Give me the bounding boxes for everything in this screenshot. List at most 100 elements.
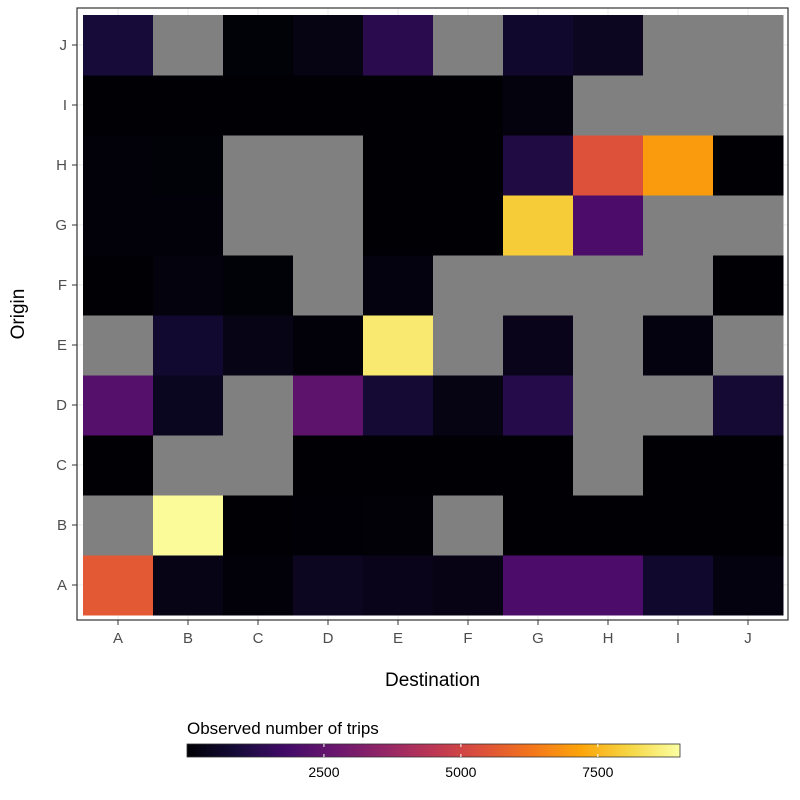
tile-D-A [83, 375, 154, 436]
tile-J-I [643, 15, 714, 76]
tile-I-H [573, 75, 644, 136]
y-tick-label-A: A [57, 577, 67, 594]
tile-H-H [573, 135, 644, 196]
tile-F-D [293, 255, 364, 316]
tile-F-A [83, 255, 154, 316]
tile-F-F [433, 255, 504, 316]
tile-E-J [713, 315, 784, 376]
tile-J-D [293, 15, 364, 76]
tile-B-F [433, 495, 504, 556]
tile-C-C [223, 435, 294, 496]
tile-I-E [363, 75, 434, 136]
x-tick-label-B: B [183, 630, 193, 647]
tile-G-I [643, 195, 714, 256]
tile-H-E [363, 135, 434, 196]
y-tick-label-C: C [56, 457, 67, 474]
tile-F-I [643, 255, 714, 316]
tile-C-B [153, 435, 224, 496]
tile-H-J [713, 135, 784, 196]
tile-B-G [503, 495, 574, 556]
tile-D-C [223, 375, 294, 436]
tile-G-E [363, 195, 434, 256]
tile-H-I [643, 135, 714, 196]
tile-I-C [223, 75, 294, 136]
tile-E-E [363, 315, 434, 376]
tile-D-F [433, 375, 504, 436]
tile-I-A [83, 75, 154, 136]
x-tick-label-A: A [113, 630, 123, 647]
tile-D-E [363, 375, 434, 436]
tile-A-E [363, 555, 434, 616]
tile-G-J [713, 195, 784, 256]
legend-tick-label: 2500 [308, 764, 339, 780]
tile-D-J [713, 375, 784, 436]
tile-E-C [223, 315, 294, 376]
tile-C-J [713, 435, 784, 496]
tile-I-B [153, 75, 224, 136]
tile-I-F [433, 75, 504, 136]
tile-F-E [363, 255, 434, 316]
legend-title: Observed number of trips [187, 719, 379, 738]
tile-E-D [293, 315, 364, 376]
tile-C-E [363, 435, 434, 496]
x-tick-label-E: E [393, 630, 403, 647]
x-axis: A B C D E F G H I J [113, 620, 752, 647]
tile-C-A [83, 435, 154, 496]
tile-G-G [503, 195, 574, 256]
tile-E-F [433, 315, 504, 376]
tile-E-B [153, 315, 224, 376]
tile-G-F [433, 195, 504, 256]
tile-I-I [643, 75, 714, 136]
tile-H-C [223, 135, 294, 196]
x-axis-title: Destination [385, 670, 480, 691]
x-tick-label-D: D [323, 630, 334, 647]
tile-F-C [223, 255, 294, 316]
tile-A-H [573, 555, 644, 616]
y-tick-label-E: E [57, 337, 67, 354]
tile-F-G [503, 255, 574, 316]
y-tick-label-J: J [60, 37, 68, 54]
tile-D-D [293, 375, 364, 436]
tile-D-I [643, 375, 714, 436]
tile-J-E [363, 15, 434, 76]
y-tick-label-B: B [57, 517, 67, 534]
tile-A-F [433, 555, 504, 616]
y-tick-label-I: I [63, 97, 67, 114]
tile-C-I [643, 435, 714, 496]
legend-tick-label: 5000 [445, 764, 476, 780]
tile-B-J [713, 495, 784, 556]
x-tick-label-H: H [603, 630, 614, 647]
y-axis-title: Origin [8, 289, 29, 340]
tile-F-H [573, 255, 644, 316]
tile-F-J [713, 255, 784, 316]
tile-J-G [503, 15, 574, 76]
tile-J-C [223, 15, 294, 76]
tile-B-C [223, 495, 294, 556]
tile-C-F [433, 435, 504, 496]
x-tick-label-C: C [253, 630, 264, 647]
tile-A-I [643, 555, 714, 616]
y-tick-label-H: H [56, 157, 67, 174]
tile-G-B [153, 195, 224, 256]
tile-D-B [153, 375, 224, 436]
panel-border [76, 7, 789, 621]
x-tick-label-I: I [676, 630, 680, 647]
tile-J-J [713, 15, 784, 76]
y-tick-label-F: F [58, 277, 67, 294]
y-axis: A B C D E F G H I J [55, 37, 77, 594]
tile-C-H [573, 435, 644, 496]
tile-H-G [503, 135, 574, 196]
tile-E-G [503, 315, 574, 376]
tile-G-A [83, 195, 154, 256]
tile-G-H [573, 195, 644, 256]
legend-colorbar [186, 743, 681, 758]
heatmap-tiles [83, 15, 784, 616]
tile-C-D [293, 435, 364, 496]
tile-E-H [573, 315, 644, 376]
tile-B-I [643, 495, 714, 556]
tile-E-A [83, 315, 154, 376]
tile-F-B [153, 255, 224, 316]
tile-I-J [713, 75, 784, 136]
